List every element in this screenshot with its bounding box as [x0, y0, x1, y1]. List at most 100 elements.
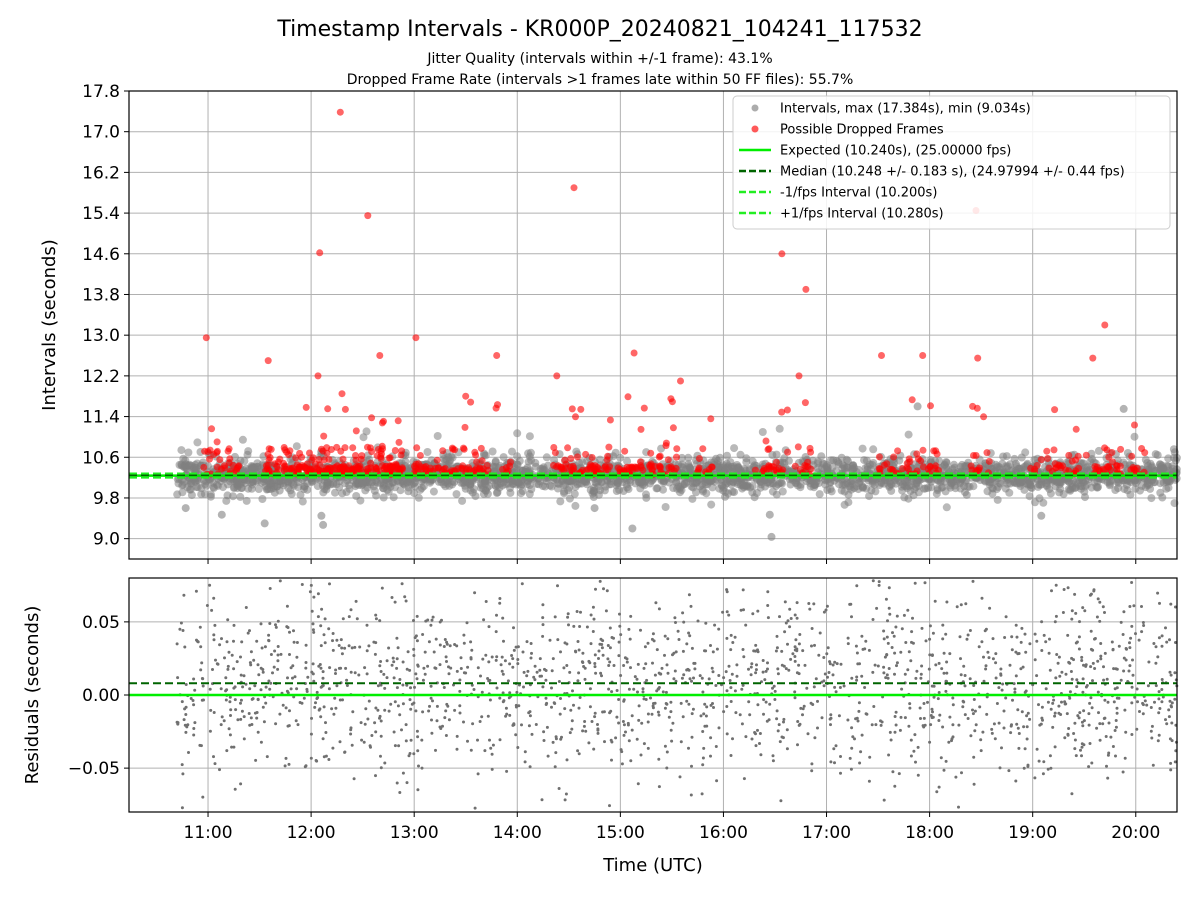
residual-point: [999, 668, 1002, 671]
dropped-frame-point: [707, 415, 714, 422]
interval-point: [996, 479, 1004, 487]
residual-point: [492, 744, 495, 747]
residual-point: [605, 609, 608, 612]
residual-point: [1128, 646, 1131, 649]
residual-point: [351, 710, 354, 713]
residual-point: [628, 688, 631, 691]
residual-point: [564, 641, 567, 644]
residual-point: [645, 679, 648, 682]
residual-point: [324, 617, 327, 620]
residual-point: [539, 675, 542, 678]
residual-point: [632, 688, 635, 691]
residual-point: [377, 684, 380, 687]
residual-point: [934, 663, 937, 666]
residual-point: [756, 729, 759, 732]
residual-point: [589, 687, 592, 690]
residual-point: [383, 709, 386, 712]
residual-point: [312, 672, 315, 675]
residual-point: [598, 650, 601, 653]
residual-point: [391, 596, 394, 599]
residual-point: [714, 684, 717, 687]
residual-point: [560, 736, 563, 739]
interval-point: [768, 533, 776, 541]
residual-point: [1041, 706, 1044, 709]
residual-point: [1101, 722, 1104, 725]
residual-point: [717, 628, 720, 631]
residual-point: [1156, 592, 1159, 595]
residual-point: [460, 656, 463, 659]
residual-point: [910, 630, 913, 633]
dropped-frame-point: [930, 447, 937, 454]
dropped-frame-point: [974, 355, 981, 362]
residual-point: [380, 670, 383, 673]
residual-point: [780, 650, 783, 653]
chart-subtitle-dropped: Dropped Frame Rate (intervals >1 frames …: [347, 72, 854, 88]
residual-point: [396, 686, 399, 689]
residual-point: [285, 706, 288, 709]
residual-point: [917, 746, 920, 749]
residual-point: [691, 736, 694, 739]
residual-point: [1122, 771, 1125, 774]
residual-point: [704, 622, 707, 625]
residual-point: [209, 688, 212, 691]
residual-point: [1017, 747, 1020, 750]
residual-point: [893, 785, 896, 788]
residual-point: [1003, 727, 1006, 730]
residual-point: [529, 765, 532, 768]
residual-point: [907, 725, 910, 728]
residual-point: [778, 723, 781, 726]
residual-point: [214, 659, 217, 662]
residual-point: [1115, 726, 1118, 729]
residual-point: [980, 640, 983, 643]
residual-point: [551, 669, 554, 672]
dropped-frame-point: [571, 184, 578, 191]
dropped-frame-point: [894, 447, 901, 454]
residual-point: [186, 723, 189, 726]
residual-point: [500, 663, 503, 666]
residual-point: [516, 658, 519, 661]
interval-point: [730, 444, 738, 452]
residual-point: [487, 715, 490, 718]
residual-point: [1048, 652, 1051, 655]
residual-point: [192, 727, 195, 730]
residual-point: [542, 623, 545, 626]
residual-point: [243, 674, 246, 677]
residual-point: [709, 755, 712, 758]
interval-point: [383, 486, 391, 494]
residual-point: [1096, 660, 1099, 663]
dropped-frame-point: [592, 462, 599, 469]
residual-point: [928, 638, 931, 641]
dropped-frame-point: [969, 403, 976, 410]
residual-point: [690, 605, 693, 608]
residual-point: [220, 723, 223, 726]
dropped-frame-point: [778, 250, 785, 257]
residual-point: [701, 763, 704, 766]
residual-point: [1120, 679, 1123, 682]
residual-point: [1060, 671, 1063, 674]
residual-point: [947, 741, 950, 744]
residual-point: [430, 685, 433, 688]
residual-point: [401, 684, 404, 687]
residual-point: [271, 671, 274, 674]
residual-point: [962, 665, 965, 668]
residual-point: [691, 712, 694, 715]
residual-point: [1155, 645, 1158, 648]
residual-point: [409, 686, 412, 689]
interval-point: [1037, 512, 1045, 520]
residual-point: [501, 656, 504, 659]
residual-point: [664, 635, 667, 638]
residual-point: [789, 658, 792, 661]
residual-point: [700, 714, 703, 717]
residual-point: [951, 697, 954, 700]
residual-point: [938, 691, 941, 694]
residual-point: [636, 691, 639, 694]
residual-point: [883, 637, 886, 640]
residual-point: [651, 713, 654, 716]
residual-point: [945, 672, 948, 675]
residual-point: [682, 650, 685, 653]
interval-point: [934, 485, 942, 493]
interval-point: [209, 483, 217, 491]
residual-point: [755, 668, 758, 671]
residual-point: [530, 652, 533, 655]
residual-point: [304, 667, 307, 670]
